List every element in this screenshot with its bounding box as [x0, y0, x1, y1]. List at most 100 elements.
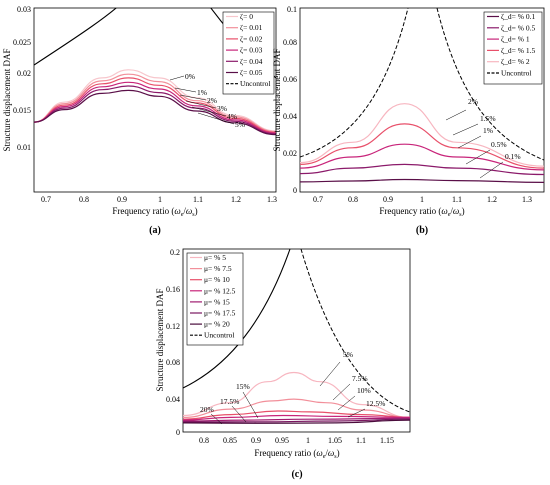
ytick-c-4: 0.16 [166, 285, 180, 294]
legend-box-a [222, 11, 275, 95]
series-line-1-3 [300, 123, 544, 169]
caption-b: (b) [416, 225, 428, 236]
annotation-a-4: 4% [227, 112, 237, 121]
series-line-0-5 [34, 89, 276, 136]
plot-area-b [300, 8, 544, 183]
ytick-b-0: 0 [293, 186, 297, 195]
legend-label-2-7: Uncontrol [204, 331, 234, 340]
annotation-c-6: 20% [200, 405, 214, 414]
legend-c: μ= % 5 μ= % 7.5 μ= % 10 μ= % 12.5 μ= % 15 μ= … [186, 252, 244, 346]
ytick-a-1: 0.01 [17, 143, 31, 152]
xtick-c-4: 0.95 [275, 436, 289, 445]
annotation-c-3: 12.5% [366, 399, 385, 408]
series-line-0-4 [34, 85, 276, 135]
plot-frame-a [33, 7, 277, 193]
xtick-b-2: 0.8 [348, 195, 358, 204]
legend-label-2-1: μ= % 7.5 [204, 264, 232, 273]
xtick-b-7: 1.3 [522, 195, 532, 204]
legend-label-1-0: ζ_d= % 0.1 [501, 12, 535, 21]
legend-label-0-3: ζ= 0.03 [240, 46, 263, 55]
series-line-2-6 [183, 419, 410, 424]
legend-b: ζ_d= % 0.1 ζ_d= % 0.5 ζ_d= % 1 ζ_d= % 1.5 ζ_… [483, 11, 543, 85]
panel-c: 0 0.04 0.08 0.12 0.16 0.2 0.8 0.85 0.9 0… [155, 248, 411, 480]
series-line-2-2 [183, 410, 410, 420]
y-ticks-b: 0 0.02 0.04 0.06 0.08 0.1 [283, 5, 297, 195]
series-line-1-4 [300, 103, 544, 167]
y-ticks-c: 0 0.04 0.08 0.12 0.16 0.2 [166, 248, 180, 437]
legend-label-2-3: μ= % 12.5 [204, 286, 236, 295]
legend-box-b [483, 11, 543, 85]
xtick-c-1: 0.8 [199, 436, 209, 445]
xtick-a-5: 1.1 [193, 195, 203, 204]
annotation-a-1: 1% [197, 88, 207, 97]
ylabel-c: Structure displacement DAF [155, 289, 165, 392]
plot-area-a [34, 8, 276, 136]
ytick-b-1: 0.02 [283, 149, 297, 158]
ytick-a-2: 0.015 [13, 106, 31, 115]
panel-b: 0 0.02 0.04 0.06 0.08 0.1 0.7 0.8 0.9 1 … [272, 5, 545, 236]
uncontrol-curve-b-right [436, 8, 544, 161]
xtick-c-5: 1 [306, 436, 310, 445]
legend-label-1-5: Uncontrol [501, 69, 531, 78]
uncontrol-curve-c-left [183, 249, 291, 389]
series-line-1-0 [300, 178, 544, 183]
annotation-b-3: 0.5% [491, 140, 507, 149]
legend-a: ζ= 0 ζ= 0.01 ζ= 0.02 ζ= 0.03 ζ= 0.04 ζ= 0.05 U… [222, 11, 275, 95]
series-group-b [300, 103, 544, 183]
ytick-b-3: 0.06 [283, 75, 297, 84]
xtick-a-4: 1 [158, 195, 162, 204]
xtick-c-8: 1.15 [380, 436, 394, 445]
annotation-c-0: 5% [343, 350, 353, 359]
legend-label-1-1: ζ_d= % 0.5 [501, 23, 535, 32]
ytick-a-3: 0.02 [17, 69, 31, 78]
series-line-0-2 [34, 77, 276, 133]
annotations-c: 5% 7.5% 10% 12.5% 15% 17.5% 20% [200, 350, 385, 425]
y-ticks-a: 0.01 0.015 0.02 0.025 0.03 [13, 5, 31, 152]
ytick-b-4: 0.08 [283, 38, 297, 47]
series-line-0-0 [34, 69, 276, 132]
legend-label-1-3: ζ_d= % 1.5 [501, 46, 535, 55]
xtick-c-6: 1.05 [328, 436, 342, 445]
annotation-b-1: 1.5% [480, 114, 496, 123]
x-ticks-a: 0.7 0.8 0.9 1 1.1 1.2 1.3 [41, 195, 277, 204]
ylabel-a: Structure displacement DAF [2, 49, 12, 152]
annotation-a-3: 3% [217, 104, 227, 113]
xtick-a-6: 1.2 [231, 195, 241, 204]
series-line-0-1 [34, 73, 276, 133]
annotation-a-5: 5% [235, 120, 245, 129]
xtick-b-1: 0.7 [313, 195, 323, 204]
legend-label-2-6: μ= % 20 [204, 320, 230, 329]
series-line-0-3 [34, 81, 276, 134]
annotation-a-0: 0% [185, 72, 195, 81]
xtick-c-7: 1.1 [356, 436, 366, 445]
legend-label-1-4: ζ_d= % 2 [501, 57, 530, 66]
ytick-c-5: 0.2 [170, 248, 180, 257]
ytick-a-5: 0.03 [17, 5, 31, 14]
annotation-c-4: 15% [236, 382, 250, 391]
xtick-c-3: 0.9 [251, 436, 261, 445]
xtick-b-4: 1 [420, 195, 424, 204]
series-line-1-2 [300, 143, 544, 171]
ylabel-b: Structure displacement DAF [272, 49, 282, 152]
annotation-a-2: 2% [207, 96, 217, 105]
annotation-b-2: 1% [483, 126, 493, 135]
plot-frame-c [182, 248, 411, 433]
ytick-c-2: 0.08 [166, 358, 180, 367]
annotation-c-1: 7.5% [352, 374, 368, 383]
ytick-b-2: 0.04 [283, 112, 297, 121]
xlabel-a: Frequency ratio (ωe/ωs) [112, 206, 197, 218]
legend-label-0-0: ζ= 0 [240, 12, 253, 21]
xlabel-c: Frequency ratio (ωe/ωs) [254, 448, 339, 460]
series-line-1-1 [300, 163, 544, 176]
annotation-b-0: 2% [468, 97, 478, 106]
caption-a: (a) [149, 225, 161, 236]
legend-label-2-5: μ= % 17.5 [204, 309, 236, 318]
ytick-a-4: 0.025 [13, 38, 31, 47]
xtick-a-7: 1.3 [267, 195, 277, 204]
xtick-b-6: 1.2 [487, 195, 497, 204]
legend-label-0-2: ζ= 0.02 [240, 34, 263, 43]
uncontrol-curve-c-right [300, 249, 410, 413]
xtick-c-2: 0.85 [223, 436, 237, 445]
legend-label-1-2: ζ_d= % 1 [501, 35, 530, 44]
